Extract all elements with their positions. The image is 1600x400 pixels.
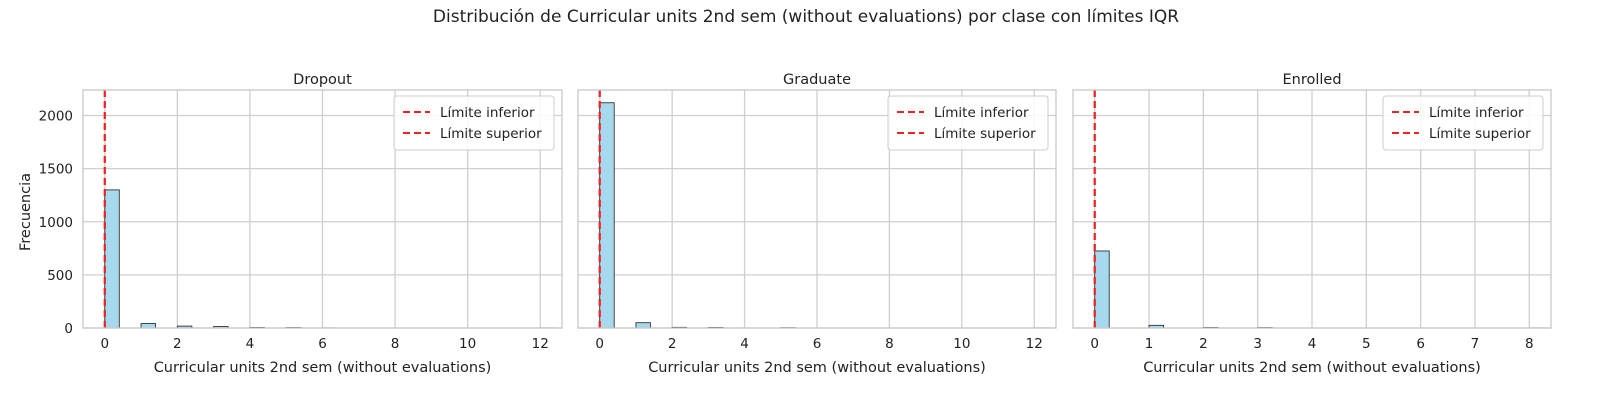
x-tick-label: 6 xyxy=(813,336,822,352)
y-tick-label: 500 xyxy=(47,268,73,284)
x-tick-label: 1 xyxy=(1145,336,1154,352)
x-tick-label: 2 xyxy=(668,336,677,352)
histogram-bar xyxy=(104,189,120,329)
figure-title: Distribución de Curricular units 2nd sem… xyxy=(433,7,1179,27)
y-tick-label: 0 xyxy=(64,321,73,337)
x-tick-label: 0 xyxy=(100,336,109,352)
histogram-bar xyxy=(140,323,157,329)
y-tick-label: 1500 xyxy=(39,162,73,178)
x-tick-label: 8 xyxy=(391,336,400,352)
x-tick-label: 2 xyxy=(1199,336,1208,352)
legend-label: Límite superior xyxy=(1429,126,1531,142)
x-axis-label: Curricular units 2nd sem (without evalua… xyxy=(648,360,986,376)
x-tick-label: 4 xyxy=(1308,336,1317,352)
x-axis-label: Curricular units 2nd sem (without evalua… xyxy=(154,360,492,376)
legend: Límite inferior Límite superior xyxy=(887,95,1049,151)
y-tick-label: 1000 xyxy=(39,215,73,231)
x-axis-label: Curricular units 2nd sem (without evalua… xyxy=(1143,360,1481,376)
legend-label: Límite inferior xyxy=(934,105,1029,121)
panel-graduate: Graduate 0 2 4 6 8 10 12 Límite inferior Límite s… xyxy=(577,72,1057,376)
legend-label: Límite superior xyxy=(934,126,1036,142)
x-tick-label: 7 xyxy=(1471,336,1480,352)
y-axis-label: Frecuencia xyxy=(18,173,34,251)
panel-title: Dropout xyxy=(293,72,352,88)
plot-frame xyxy=(1072,89,1552,329)
plot-frame xyxy=(577,89,1057,329)
x-tick-label: 8 xyxy=(1525,336,1534,352)
panel-title: Graduate xyxy=(783,72,851,88)
legend-label: Límite inferior xyxy=(440,105,535,121)
legend-label: Límite superior xyxy=(440,126,542,142)
x-tick-label: 10 xyxy=(953,336,970,352)
legend-box xyxy=(1382,95,1544,151)
x-tick-label: 3 xyxy=(1253,336,1262,352)
histogram-bar xyxy=(635,322,651,329)
x-tick-label: 8 xyxy=(885,336,894,352)
x-tick-label: 0 xyxy=(1090,336,1099,352)
x-tick-label: 6 xyxy=(318,336,327,352)
x-tick-label: 2 xyxy=(173,336,182,352)
x-tick-label: 4 xyxy=(740,336,749,352)
x-tick-label: 12 xyxy=(532,336,549,352)
legend-label: Límite inferior xyxy=(1429,105,1524,121)
legend: Límite inferior Límite superior xyxy=(393,95,555,151)
panel-title: Enrolled xyxy=(1282,72,1341,88)
legend-box xyxy=(887,95,1049,151)
x-tick-label: 12 xyxy=(1026,336,1043,352)
y-tick-label: 2000 xyxy=(39,109,73,125)
x-tick-label: 10 xyxy=(459,336,476,352)
histogram-bar xyxy=(599,102,615,329)
x-tick-label: 0 xyxy=(595,336,604,352)
legend-box xyxy=(393,95,555,151)
panel-dropout: Dropout 0 500 1000 1500 2000 0 2 4 6 8 10 12 Límite i… xyxy=(39,72,563,376)
x-tick-label: 5 xyxy=(1362,336,1371,352)
plot-frame xyxy=(82,89,563,329)
x-tick-label: 4 xyxy=(246,336,255,352)
legend: Límite inferior Límite superior xyxy=(1382,95,1544,151)
panel-enrolled: Enrolled 0 1 2 3 4 5 6 7 8 Límite inferior Límite s… xyxy=(1072,72,1552,376)
x-tick-label: 6 xyxy=(1416,336,1425,352)
histogram-bar xyxy=(1094,250,1110,329)
